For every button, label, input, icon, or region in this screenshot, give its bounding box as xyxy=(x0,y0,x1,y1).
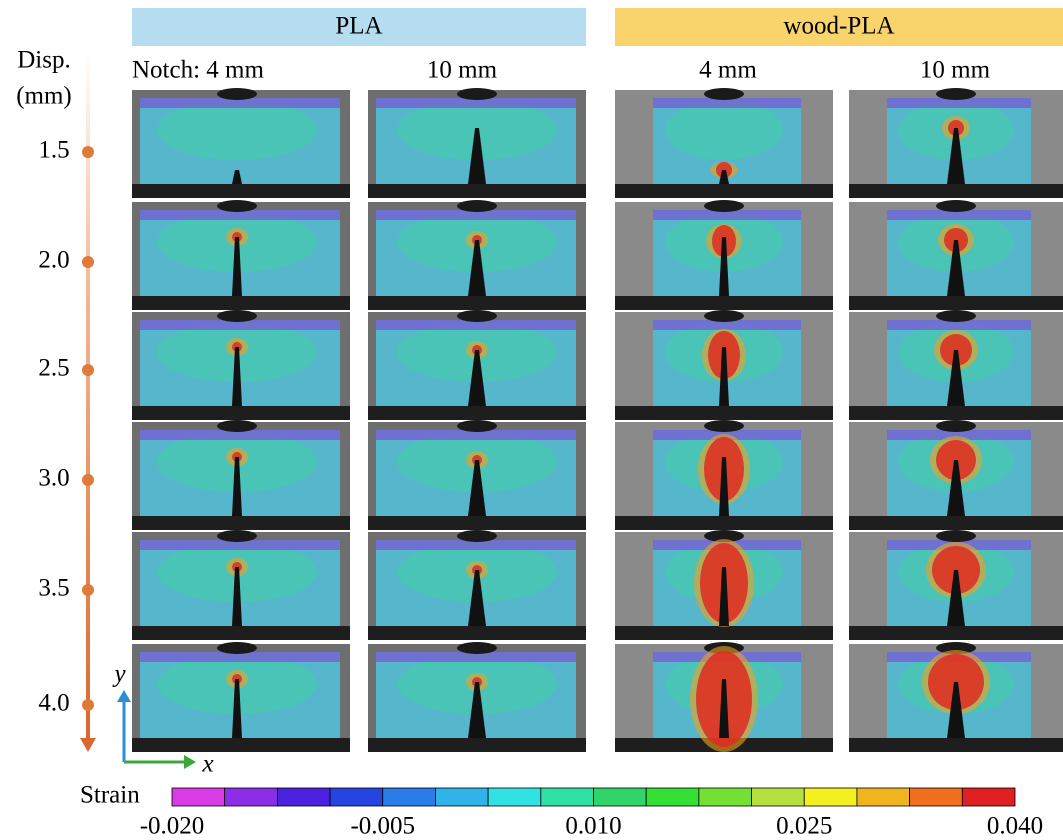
indenter xyxy=(457,88,497,100)
indenter xyxy=(704,420,744,432)
disp-label: 3.5 xyxy=(38,575,69,602)
support-bar xyxy=(849,738,1063,752)
support-bar xyxy=(615,296,833,310)
indenter xyxy=(457,420,497,432)
disp-label: 2.5 xyxy=(38,355,69,382)
disp-title: (mm) xyxy=(16,83,72,110)
colorbar-tick-label: 0.010 xyxy=(565,813,621,840)
support-bar xyxy=(615,626,833,640)
colorbar-segment xyxy=(699,788,752,806)
indenter xyxy=(217,200,257,212)
indenter xyxy=(457,642,497,654)
colorbar-segment xyxy=(752,788,805,806)
strain-halo xyxy=(157,100,317,160)
colorbar-tick-label: -0.020 xyxy=(140,813,205,840)
support-bar xyxy=(849,626,1063,640)
disp-label: 3.0 xyxy=(38,465,69,492)
colorbar-segment xyxy=(646,788,699,806)
y-axis-label: y xyxy=(111,661,126,688)
indenter xyxy=(457,310,497,322)
strain-halo xyxy=(665,100,783,160)
support-bar xyxy=(849,516,1063,530)
disp-dot xyxy=(82,146,94,158)
indenter xyxy=(936,310,976,322)
figure: PLA wood-PLA Notch: 4 mm 10 mm 4 mm 10 m… xyxy=(0,0,1063,840)
colorbar: -0.020 -0.005 0.010 0.025 0.040 xyxy=(140,788,1043,840)
colorbar-title: Strain xyxy=(80,782,140,809)
colorbar-segment xyxy=(910,788,963,806)
column-label: 4 mm xyxy=(699,57,757,84)
support-bar xyxy=(132,406,350,420)
support-bar xyxy=(132,296,350,310)
colorbar-tick-label: -0.005 xyxy=(350,813,415,840)
indenter xyxy=(704,310,744,322)
support-bar xyxy=(368,626,586,640)
colorbar-segment xyxy=(277,788,330,806)
colorbar-segment xyxy=(172,788,225,806)
colorbar-segment xyxy=(435,788,488,806)
support-bar xyxy=(132,626,350,640)
disp-arrow-head xyxy=(80,738,96,752)
colorbar-segment xyxy=(383,788,436,806)
support-bar xyxy=(615,516,833,530)
disp-dot xyxy=(82,584,94,596)
colorbar-segment xyxy=(594,788,647,806)
indenter xyxy=(217,530,257,542)
column-label: 10 mm xyxy=(920,57,991,84)
disp-title: Disp. xyxy=(17,47,70,74)
support-bar xyxy=(615,184,833,198)
indenter xyxy=(936,530,976,542)
disp-dot xyxy=(82,256,94,268)
support-bar xyxy=(368,406,586,420)
disp-dot xyxy=(82,364,94,376)
indenter xyxy=(457,530,497,542)
disp-label: 2.0 xyxy=(38,247,69,274)
x-axis-label: x xyxy=(201,751,213,778)
support-bar xyxy=(368,184,586,198)
indenter xyxy=(704,200,744,212)
support-bar xyxy=(615,406,833,420)
support-bar xyxy=(849,184,1063,198)
support-bar xyxy=(849,296,1063,310)
indenter xyxy=(936,420,976,432)
support-bar xyxy=(132,738,350,752)
indenter xyxy=(936,200,976,212)
disp-dot xyxy=(82,474,94,486)
panels xyxy=(132,88,1063,752)
support-bar xyxy=(132,184,350,198)
disp-label: 4.0 xyxy=(38,690,69,717)
colorbar-segment xyxy=(804,788,857,806)
support-bar xyxy=(368,516,586,530)
x-arrow-head xyxy=(184,755,196,769)
group-label: wood-PLA xyxy=(783,13,894,40)
disp-label: 1.5 xyxy=(38,137,69,164)
indenter xyxy=(217,88,257,100)
column-label: Notch: 4 mm xyxy=(132,57,264,84)
colorbar-segment xyxy=(857,788,910,806)
indenter xyxy=(217,310,257,322)
group-label: PLA xyxy=(335,13,382,40)
colorbar-segment xyxy=(225,788,278,806)
colorbar-segment xyxy=(488,788,541,806)
indenter xyxy=(936,88,976,100)
colorbar-tick-label: 0.040 xyxy=(987,813,1043,840)
colorbar-segment xyxy=(962,788,1015,806)
support-bar xyxy=(368,296,586,310)
indenter xyxy=(704,88,744,100)
y-arrow-head xyxy=(117,690,131,702)
indenter xyxy=(457,200,497,212)
support-bar xyxy=(132,516,350,530)
disp-dot xyxy=(82,699,94,711)
indenter xyxy=(217,420,257,432)
support-bar xyxy=(849,406,1063,420)
indenter xyxy=(217,642,257,654)
support-bar xyxy=(368,738,586,752)
colorbar-segment xyxy=(330,788,383,806)
colorbar-tick-label: 0.025 xyxy=(776,813,832,840)
column-label: 10 mm xyxy=(427,57,498,84)
colorbar-segment xyxy=(541,788,594,806)
